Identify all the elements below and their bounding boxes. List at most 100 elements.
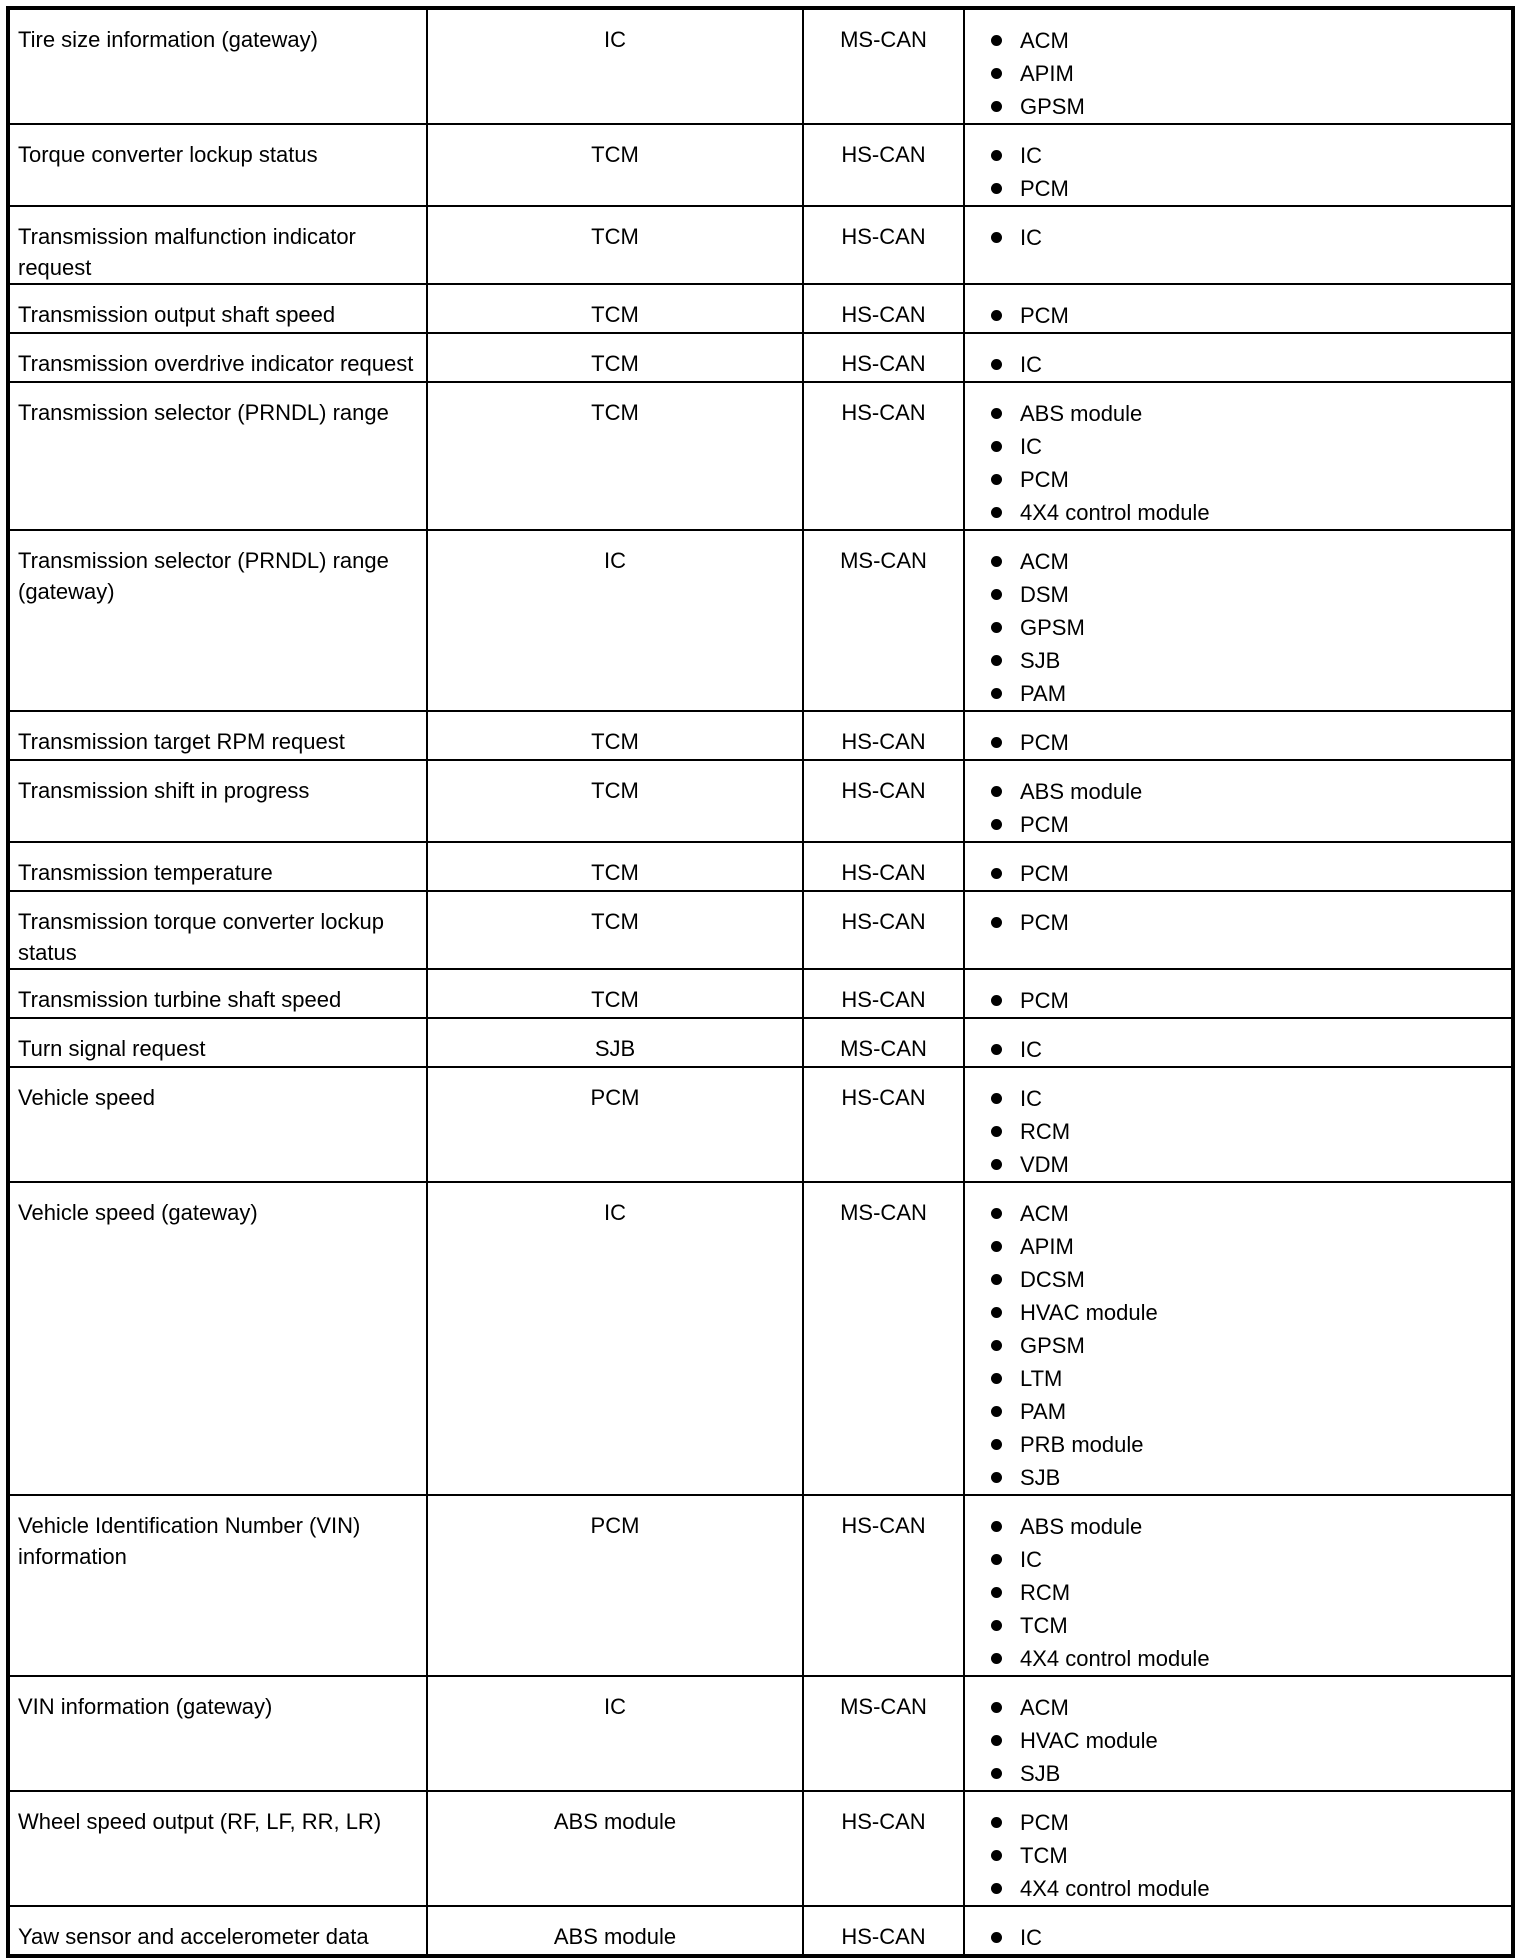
bullet-icon	[991, 359, 1002, 370]
list-item: PRB module	[991, 1428, 1503, 1461]
receivers-cell: ACM DSM GPSM SJB PAM	[963, 529, 1514, 712]
receiver-label: PAM	[1020, 681, 1067, 706]
table-row: Tire size information (gateway) IC MS-CAN A…	[7, 7, 1514, 125]
bullet-icon	[991, 232, 1002, 243]
list-item: PCM	[991, 726, 1503, 759]
list-item: PCM	[991, 299, 1503, 332]
source-module-cell: TCM	[426, 841, 804, 892]
bullet-icon	[991, 1472, 1002, 1483]
receiver-label: IC	[1020, 434, 1042, 459]
list-item: PAM	[991, 1395, 1503, 1428]
bullet-icon	[991, 622, 1002, 633]
bullet-icon	[991, 688, 1002, 699]
bullet-icon	[991, 1126, 1002, 1137]
receivers-cell: IC	[963, 205, 1514, 285]
message-cell: Transmission output shaft speed	[7, 283, 428, 334]
receiver-label: GPSM	[1020, 94, 1085, 119]
source-module-cell: TCM	[426, 710, 804, 761]
receivers-cell: ABS module IC PCM 4X4 control module	[963, 381, 1514, 531]
table-row: Transmission overdrive indicator request…	[7, 332, 1514, 383]
bullet-icon	[991, 1620, 1002, 1631]
network-cell: MS-CAN	[802, 1181, 965, 1496]
bullet-icon	[991, 150, 1002, 161]
list-item: HVAC module	[991, 1724, 1503, 1757]
bullet-icon	[991, 1307, 1002, 1318]
receiver-list: ABS module PCM	[991, 775, 1503, 841]
receiver-label: ACM	[1020, 28, 1069, 53]
message-cell: Transmission turbine shaft speed	[7, 968, 428, 1019]
list-item: DSM	[991, 578, 1503, 611]
receiver-label: PCM	[1020, 303, 1069, 328]
list-item: LTM	[991, 1362, 1503, 1395]
table-row: Transmission selector (PRNDL) range TCM HS…	[7, 381, 1514, 531]
list-item: IC	[991, 1082, 1503, 1115]
receivers-cell: PCM TCM 4X4 control module	[963, 1790, 1514, 1907]
list-item: 4X4 control module	[991, 1872, 1503, 1905]
list-item: PCM	[991, 984, 1503, 1017]
receiver-label: DSM	[1020, 582, 1069, 607]
table-row: Vehicle Identification Number (VIN) info…	[7, 1494, 1514, 1677]
receiver-label: ACM	[1020, 1695, 1069, 1720]
list-item: PCM	[991, 857, 1503, 890]
network-cell: HS-CAN	[802, 1066, 965, 1183]
source-module-cell: ABS module	[426, 1905, 804, 1957]
receiver-label: PCM	[1020, 176, 1069, 201]
list-item: TCM	[991, 1839, 1503, 1872]
list-item: IC	[991, 221, 1503, 254]
table-row: Transmission selector (PRNDL) range (gat…	[7, 529, 1514, 712]
receivers-cell: ACM HVAC module SJB	[963, 1675, 1514, 1792]
list-item: GPSM	[991, 611, 1503, 644]
list-item: ABS module	[991, 775, 1503, 808]
table-body: Tire size information (gateway) IC MS-CAN A…	[7, 7, 1514, 1957]
receiver-label: HVAC module	[1020, 1728, 1158, 1753]
table-row: Transmission torque converter lockup sta…	[7, 890, 1514, 970]
source-module-cell: TCM	[426, 968, 804, 1019]
source-module-cell: ABS module	[426, 1790, 804, 1907]
list-item: ACM	[991, 1197, 1503, 1230]
list-item: PCM	[991, 906, 1503, 939]
list-item: APIM	[991, 57, 1503, 90]
receiver-label: PCM	[1020, 910, 1069, 935]
message-cell: Transmission shift in progress	[7, 759, 428, 843]
receiver-label: ACM	[1020, 1201, 1069, 1226]
receiver-label: ABS module	[1020, 401, 1143, 426]
message-cell: Turn signal request	[7, 1017, 428, 1068]
network-cell: HS-CAN	[802, 841, 965, 892]
network-cell: MS-CAN	[802, 1017, 965, 1068]
list-item: DCSM	[991, 1263, 1503, 1296]
receiver-label: SJB	[1020, 1465, 1061, 1490]
receiver-list: PCM	[991, 984, 1503, 1017]
message-cell: Transmission target RPM request	[7, 710, 428, 761]
list-item: GPSM	[991, 1329, 1503, 1362]
table-row: Transmission turbine shaft speed TCM HS-CA…	[7, 968, 1514, 1019]
source-module-cell: IC	[426, 1181, 804, 1496]
receiver-label: 4X4 control module	[1020, 1876, 1210, 1901]
list-item: HVAC module	[991, 1296, 1503, 1329]
receiver-list: IC	[991, 221, 1503, 254]
receiver-label: PCM	[1020, 812, 1069, 837]
message-cell: Torque converter lockup status	[7, 123, 428, 207]
receivers-cell: PCM	[963, 283, 1514, 334]
message-cell: Transmission torque converter lockup sta…	[7, 890, 428, 970]
receiver-label: ABS module	[1020, 1514, 1143, 1539]
receiver-list: ACM APIM DCSM HVAC module GPSM LTM PAM PRB modu…	[991, 1197, 1503, 1494]
receivers-cell: IC PCM	[963, 123, 1514, 207]
bullet-icon	[991, 310, 1002, 321]
list-item: PCM	[991, 172, 1503, 205]
source-module-cell: TCM	[426, 332, 804, 383]
list-item: ABS module	[991, 1510, 1503, 1543]
source-module-cell: TCM	[426, 123, 804, 207]
table-row: Transmission output shaft speed TCM HS-CAN…	[7, 283, 1514, 334]
receiver-list: PCM TCM 4X4 control module	[991, 1806, 1503, 1905]
receiver-label: DCSM	[1020, 1267, 1085, 1292]
source-module-cell: IC	[426, 7, 804, 125]
list-item: IC	[991, 430, 1503, 463]
message-cell: VIN information (gateway)	[7, 1675, 428, 1792]
list-item: ACM	[991, 1691, 1503, 1724]
receiver-label: ACM	[1020, 549, 1069, 574]
source-module-cell: SJB	[426, 1017, 804, 1068]
bullet-icon	[991, 1883, 1002, 1894]
receiver-label: SJB	[1020, 648, 1061, 673]
list-item: VDM	[991, 1148, 1503, 1181]
receiver-label: IC	[1020, 352, 1042, 377]
